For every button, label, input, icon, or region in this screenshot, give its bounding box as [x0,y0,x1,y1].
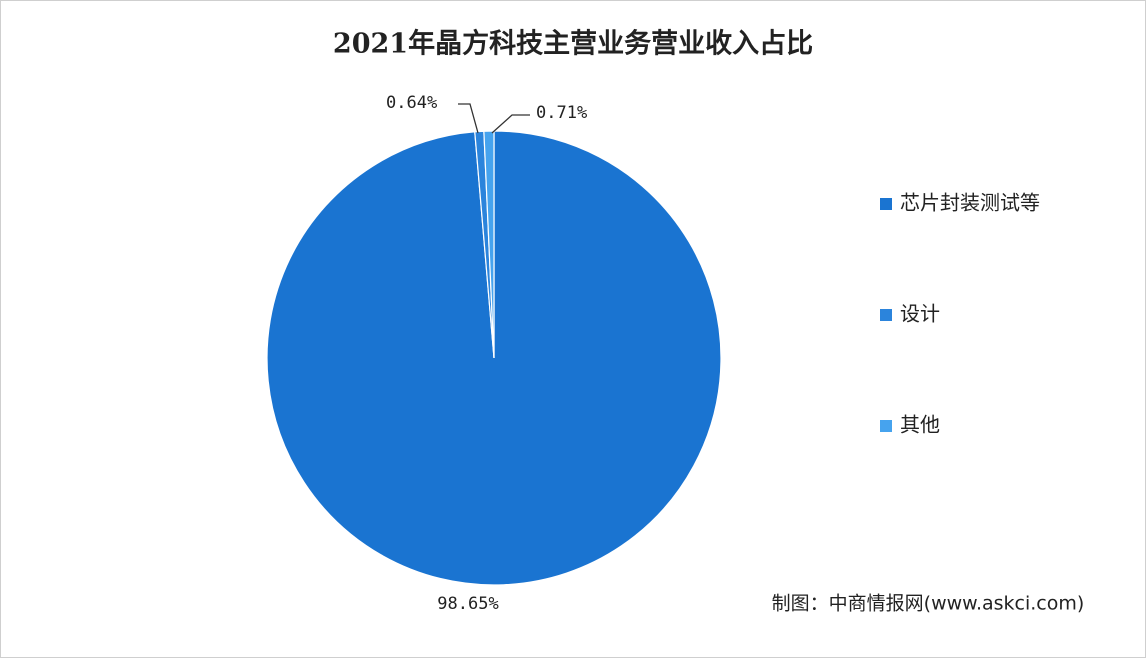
source: 制图：中商情报网(www.askci.com) [772,593,1085,615]
leader-line [458,103,479,134]
data-label: 0.64% [386,93,437,113]
legend-label: 设计 [900,302,940,326]
legend-label: 其他 [900,413,940,437]
leader-line [491,114,530,134]
chart-title: 2021年晶方科技主营业务营业收入占比 [333,28,813,60]
legend-swatch [880,309,892,321]
legend-label: 芯片封装测试等 [900,191,1040,215]
legend-swatch [880,420,892,432]
legend-swatch [880,198,892,210]
data-label: 0.71% [536,103,587,123]
data-label: 98.65% [437,594,498,614]
